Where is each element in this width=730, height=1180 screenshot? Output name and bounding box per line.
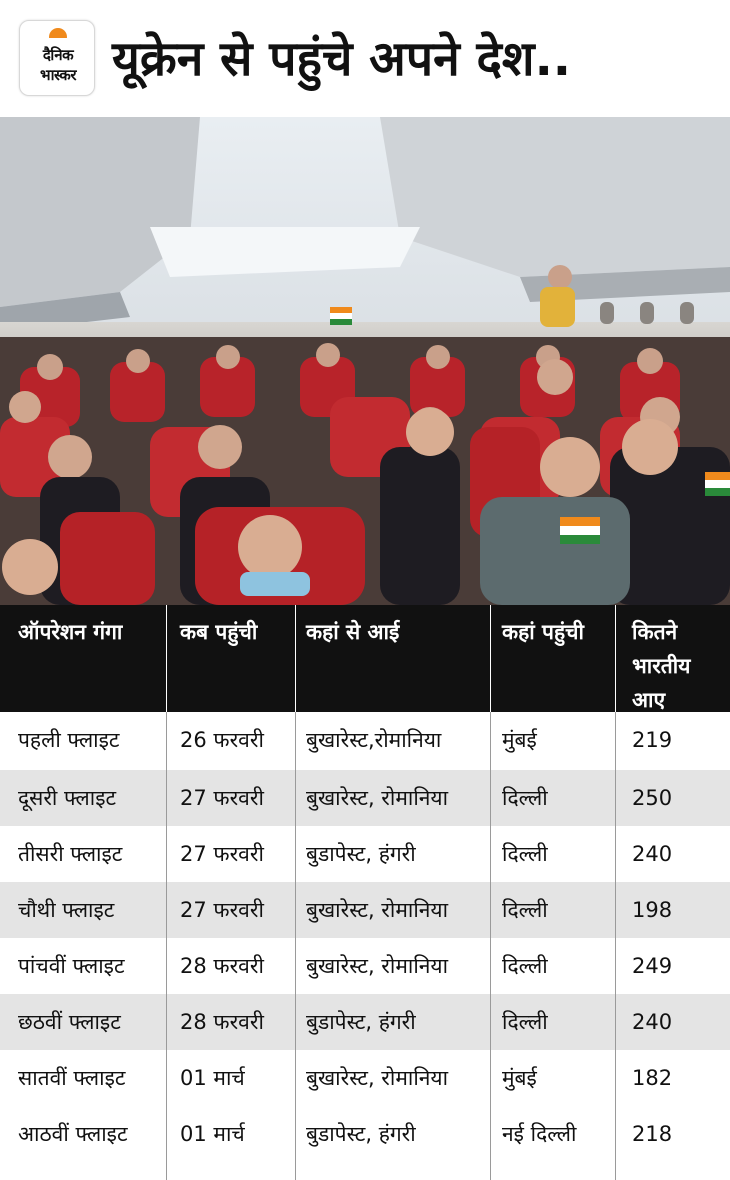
- header-count-line-1: कितने: [632, 620, 678, 644]
- table-row: पहली फ्लाइट 26 फरवरी बुखारेस्ट,रोमानिया मुं…: [0, 712, 730, 768]
- cell-arrival-date: 28 फरवरी: [180, 954, 264, 978]
- table-row: सातवीं फ्लाइट 01 मार्च बुखारेस्ट, रोमानिया…: [0, 1050, 730, 1106]
- header-origin: कहां से आई: [306, 620, 400, 644]
- table-header: ऑपरेशन गंगा कब पहुंची कहां से आई कहां पह…: [0, 605, 730, 712]
- cell-origin: बुखारेस्ट, रोमानिया: [306, 954, 449, 978]
- cell-origin: बुडापेस्ट, हंगरी: [306, 1122, 416, 1146]
- header-indians-count: कितने भारतीय आए: [632, 605, 730, 712]
- airplane-cabin-illustration: [0, 117, 730, 605]
- cell-origin: बुडापेस्ट, हंगरी: [306, 1010, 416, 1034]
- cell-arrival-date: 28 फरवरी: [180, 1010, 264, 1034]
- airplane-cabin-photo: [0, 117, 730, 605]
- cell-indians-count: 198: [632, 898, 673, 922]
- cell-origin: बुडापेस्ट, हंगरी: [306, 842, 416, 866]
- cell-arrival-date: 27 फरवरी: [180, 842, 264, 866]
- cell-flight-name: आठवीं फ्लाइट: [18, 1122, 128, 1146]
- header-destination: कहां पहुंची: [502, 620, 584, 644]
- cell-destination: दिल्ली: [502, 786, 548, 810]
- header-count-line-2: भारतीय: [632, 654, 691, 678]
- cell-flight-name: तीसरी फ्लाइट: [18, 842, 123, 866]
- cell-arrival-date: 27 फरवरी: [180, 786, 264, 810]
- cell-indians-count: 240: [632, 1010, 673, 1034]
- table-row: पांचवीं फ्लाइट 28 फरवरी बुखारेस्ट, रोमानिय…: [0, 938, 730, 994]
- cell-indians-count: 182: [632, 1066, 673, 1090]
- header-operation-ganga: ऑपरेशन गंगा: [18, 620, 123, 644]
- flights-table: ऑपरेशन गंगा कब पहुंची कहां से आई कहां पह…: [0, 605, 730, 1180]
- cell-indians-count: 219: [632, 728, 673, 752]
- cell-destination: दिल्ली: [502, 842, 548, 866]
- cell-origin: बुखारेस्ट,रोमानिया: [306, 728, 442, 752]
- table-row: आठवीं फ्लाइट 01 मार्च बुडापेस्ट, हंगरी नई द…: [0, 1106, 730, 1162]
- cell-destination: मुंबई: [502, 728, 537, 752]
- cell-destination: दिल्ली: [502, 898, 548, 922]
- cell-destination: मुंबई: [502, 1066, 537, 1090]
- cell-indians-count: 218: [632, 1122, 673, 1146]
- header-count-line-3: आए: [632, 688, 666, 712]
- logo-line-1: दैनिक: [42, 46, 74, 64]
- cell-destination: नई दिल्ली: [502, 1122, 577, 1146]
- cell-arrival-date: 26 फरवरी: [180, 728, 264, 752]
- cell-flight-name: दूसरी फ्लाइट: [18, 786, 117, 810]
- dainik-bhaskar-logo: दैनिक भास्कर: [19, 20, 95, 96]
- cell-arrival-date: 01 मार्च: [180, 1066, 245, 1090]
- cell-flight-name: छठवीं फ्लाइट: [18, 1010, 121, 1034]
- header-arrival-date: कब पहुंची: [180, 620, 258, 644]
- cell-arrival-date: 27 फरवरी: [180, 898, 264, 922]
- cell-flight-name: पांचवीं फ्लाइट: [18, 954, 125, 978]
- cell-destination: दिल्ली: [502, 954, 548, 978]
- cell-indians-count: 249: [632, 954, 673, 978]
- table-row: दूसरी फ्लाइट 27 फरवरी बुखारेस्ट, रोमानिया द…: [0, 770, 730, 826]
- cell-origin: बुखारेस्ट, रोमानिया: [306, 1066, 449, 1090]
- table-row: छठवीं फ्लाइट 28 फरवरी बुडापेस्ट, हंगरी दिल्…: [0, 994, 730, 1050]
- header: दैनिक भास्कर यूक्रेन से पहुंचे अपने देश.…: [0, 0, 730, 117]
- cell-origin: बुखारेस्ट, रोमानिया: [306, 898, 449, 922]
- cell-destination: दिल्ली: [502, 1010, 548, 1034]
- table-row: चौथी फ्लाइट 27 फरवरी बुखारेस्ट, रोमानिया दि…: [0, 882, 730, 938]
- cell-origin: बुखारेस्ट, रोमानिया: [306, 786, 449, 810]
- cell-indians-count: 240: [632, 842, 673, 866]
- table-row: तीसरी फ्लाइट 27 फरवरी बुडापेस्ट, हंगरी दिल्…: [0, 826, 730, 882]
- cell-flight-name: सातवीं फ्लाइट: [18, 1066, 126, 1090]
- cell-flight-name: पहली फ्लाइट: [18, 728, 120, 752]
- logo-line-2: भास्कर: [40, 66, 76, 84]
- cell-flight-name: चौथी फ्लाइट: [18, 898, 115, 922]
- headline: यूक्रेन से पहुंचे अपने देश..: [112, 31, 572, 87]
- cell-arrival-date: 01 मार्च: [180, 1122, 245, 1146]
- cell-indians-count: 250: [632, 786, 673, 810]
